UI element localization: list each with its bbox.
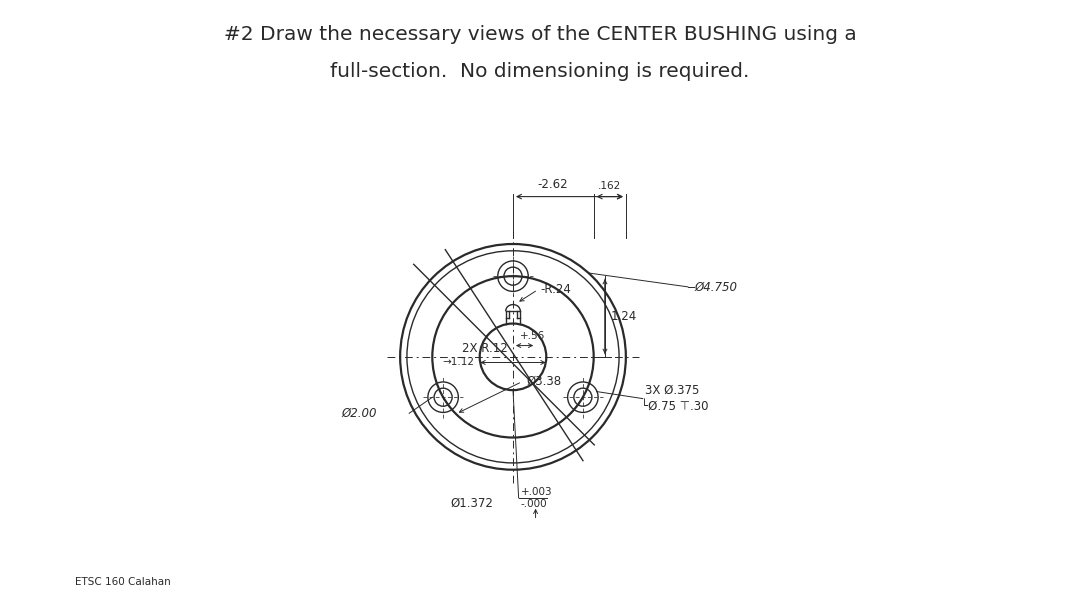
Text: Ø1.372: Ø1.372	[451, 497, 494, 510]
Text: +.56: +.56	[519, 331, 545, 341]
Text: ETSC 160 Calahan: ETSC 160 Calahan	[75, 577, 171, 587]
Text: #2 Draw the necessary views of the CENTER BUSHING using a: #2 Draw the necessary views of the CENTE…	[224, 26, 856, 45]
Text: →1.12: →1.12	[442, 357, 474, 367]
Text: full-section.  No dimensioning is required.: full-section. No dimensioning is require…	[330, 62, 750, 82]
Text: 3X Ø.375: 3X Ø.375	[645, 384, 700, 397]
Text: Ø3.38: Ø3.38	[527, 375, 562, 388]
Text: 1.24: 1.24	[610, 310, 637, 323]
Text: -2.62: -2.62	[537, 178, 568, 191]
Text: .162: .162	[598, 181, 621, 191]
Text: -R.24: -R.24	[540, 283, 571, 296]
Text: └Ø.75 ⊤.30: └Ø.75 ⊤.30	[640, 400, 708, 413]
Text: Ø2.00: Ø2.00	[341, 407, 377, 420]
Text: 2X R.12: 2X R.12	[461, 342, 508, 355]
Text: +.003
-.000: +.003 -.000	[521, 487, 553, 509]
Text: Ø4.750: Ø4.750	[694, 281, 738, 293]
